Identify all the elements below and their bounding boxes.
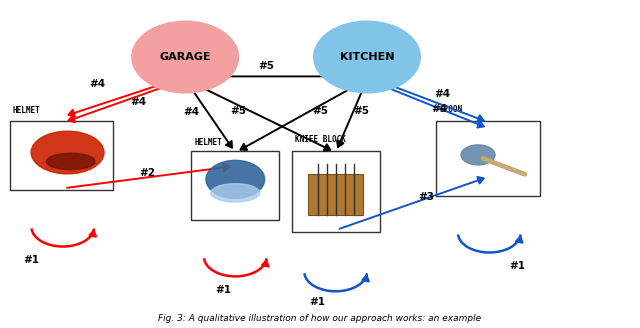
Ellipse shape [206, 160, 265, 198]
Text: #2: #2 [140, 168, 156, 178]
Ellipse shape [211, 184, 260, 202]
Text: #4: #4 [435, 89, 451, 99]
Text: #5: #5 [312, 106, 328, 116]
Ellipse shape [31, 131, 104, 174]
Text: #5: #5 [230, 106, 246, 116]
FancyBboxPatch shape [292, 151, 380, 232]
Text: #4: #4 [431, 104, 447, 114]
Ellipse shape [132, 21, 239, 93]
Text: #5: #5 [353, 106, 369, 116]
FancyBboxPatch shape [436, 121, 540, 196]
Text: #1: #1 [24, 255, 40, 265]
Text: #1: #1 [215, 285, 231, 295]
Text: #1: #1 [309, 297, 325, 307]
Text: KNIFE BLOCK: KNIFE BLOCK [295, 134, 346, 144]
Text: KITCHEN: KITCHEN [340, 52, 394, 62]
Text: #4: #4 [90, 79, 106, 89]
Text: GARAGE: GARAGE [159, 52, 211, 62]
Text: HELMET: HELMET [13, 106, 40, 115]
FancyBboxPatch shape [10, 121, 113, 190]
Text: #3: #3 [419, 192, 435, 202]
Text: HELMET: HELMET [195, 137, 222, 147]
Ellipse shape [314, 21, 420, 93]
Text: #5: #5 [259, 61, 275, 71]
Ellipse shape [46, 153, 95, 170]
Text: #1: #1 [509, 261, 525, 271]
Text: #4: #4 [130, 97, 146, 107]
FancyBboxPatch shape [308, 174, 363, 215]
FancyBboxPatch shape [191, 151, 279, 220]
Text: SPOON: SPOON [439, 105, 462, 114]
Text: Fig. 3: A qualitative illustration of how our approach works: an example: Fig. 3: A qualitative illustration of ho… [159, 314, 481, 323]
Text: #4: #4 [184, 107, 200, 117]
Ellipse shape [461, 145, 495, 165]
